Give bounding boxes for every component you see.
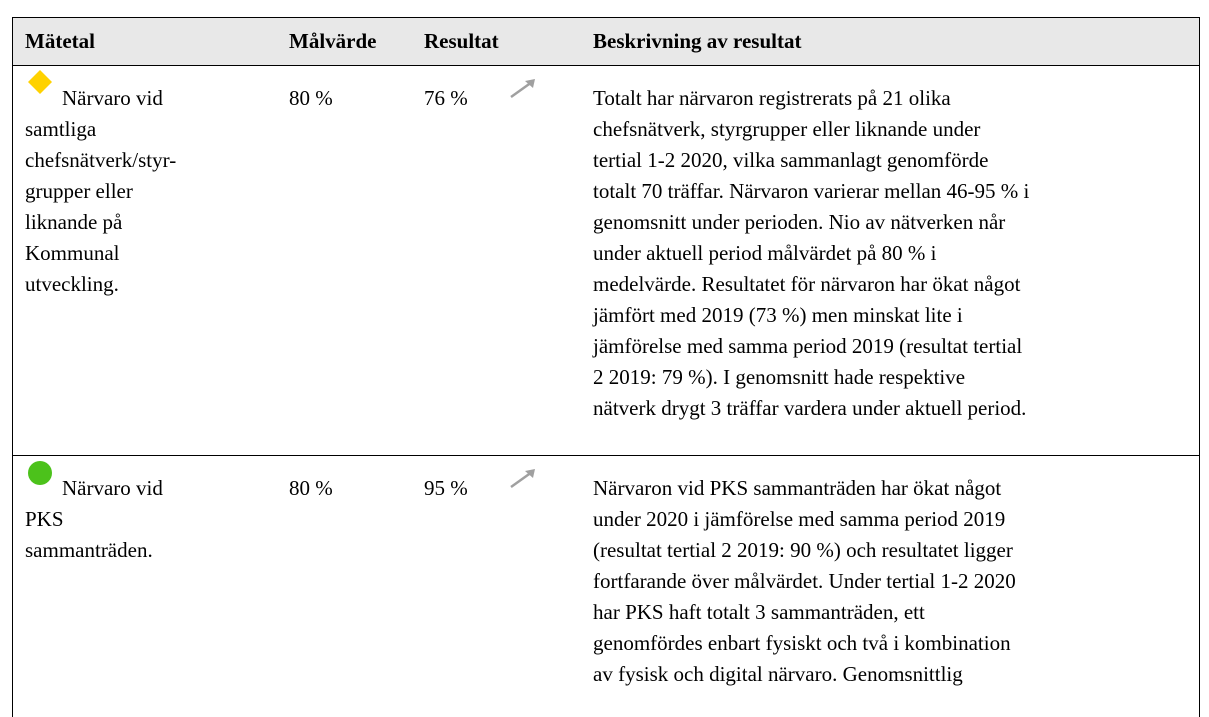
description-text: chefsnätverk, styrgrupper eller liknande… xyxy=(593,117,981,141)
description-text: Totalt har närvaron registrerats på 21 o… xyxy=(593,86,951,110)
header-cell: Beskrivning av resultat xyxy=(593,29,802,53)
header-cell: Resultat xyxy=(424,29,499,53)
description-text: totalt 70 träffar. Närvaron varierar mel… xyxy=(593,179,1030,203)
result: 95 % xyxy=(424,476,468,500)
description-text: 2 2019: 79 %). I genomsnitt hade respekt… xyxy=(593,365,966,389)
page: Mätetal Målvärde Resultat Beskrivning av re… xyxy=(12,17,1200,717)
description-text: jämfört med 2019 (73 %) men minskat lite… xyxy=(593,303,963,327)
trend-arrow xyxy=(510,79,535,99)
indicator-text: Närvaro vid xyxy=(62,476,163,500)
indicator-text: Kommunal xyxy=(25,241,120,265)
indicator-text: utveckling. xyxy=(25,272,119,296)
indicator-text: Närvaro vid xyxy=(62,86,163,110)
result: 76 % xyxy=(424,86,468,110)
status-icon xyxy=(28,70,52,94)
border xyxy=(12,455,1200,456)
header-bg xyxy=(12,17,1200,65)
indicator-text: liknande på xyxy=(25,210,123,234)
indicator-text: grupper eller xyxy=(25,179,133,203)
indicator-text: chefsnätverk/styr- xyxy=(25,148,177,172)
border xyxy=(12,17,1200,18)
indicator-text: PKS xyxy=(25,507,64,531)
header-cell: Målvärde xyxy=(289,29,377,53)
target: 80 % xyxy=(289,476,333,500)
indicator-text: samtliga xyxy=(25,117,97,141)
border xyxy=(1199,17,1200,717)
border xyxy=(12,65,1200,66)
description-text: av fysisk och digital närvaro. Genomsnit… xyxy=(593,662,963,686)
description-text: nätverk drygt 3 träffar vardera under ak… xyxy=(593,396,1027,420)
target: 80 % xyxy=(289,86,333,110)
border xyxy=(12,17,13,717)
status-icon xyxy=(28,461,52,485)
indicator-text: sammanträden. xyxy=(25,538,153,562)
description-text: har PKS haft totalt 3 sammanträden, ett xyxy=(593,600,925,624)
description-text: fortfarande över målvärdet. Under tertia… xyxy=(593,569,1016,593)
header-cell: Mätetal xyxy=(25,29,95,53)
description-text: jämförelse med samma period 2019 (result… xyxy=(593,334,1023,358)
description-text: genomfördes enbart fysiskt och två i kom… xyxy=(593,631,1011,655)
trend-arrow xyxy=(510,469,535,489)
description-text: under 2020 i jämförelse med samma period… xyxy=(593,507,1006,531)
description-text: Närvaron vid PKS sammanträden har ökat n… xyxy=(593,476,1002,500)
description-text: tertial 1-2 2020, vilka sammanlagt genom… xyxy=(593,148,989,172)
description-text: (resultat tertial 2 2019: 90 %) och resu… xyxy=(593,538,1013,562)
description-text: genomsnitt under perioden. Nio av nätver… xyxy=(593,210,1006,234)
description-text: medelvärde. Resultatet för närvaron har … xyxy=(593,272,1021,296)
description-text: under aktuell period målvärdet på 80 % i xyxy=(593,241,937,265)
